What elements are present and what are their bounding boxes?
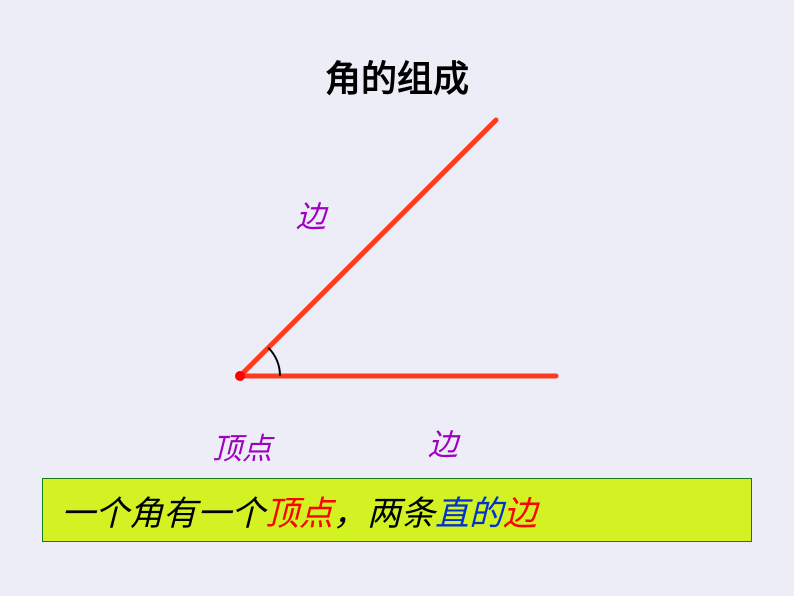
angle-shape [235, 120, 556, 381]
label-side-upper: 边 [296, 192, 326, 236]
label-vertex: 顶点 [212, 424, 272, 468]
vertex-point [235, 371, 245, 381]
definition-part-1: 顶点 [265, 486, 333, 535]
definition-part-4: 边 [503, 486, 537, 535]
definition-part-2: ，两条 [333, 486, 435, 535]
definition-box: 一个角有一个 顶点 ，两条 直的 边 [42, 478, 752, 542]
label-side-lower: 边 [428, 420, 458, 464]
angle-arc [268, 348, 280, 376]
angle-side-diagonal [240, 120, 496, 376]
definition-part-0: 一个角有一个 [61, 486, 265, 535]
definition-part-3: 直的 [435, 486, 503, 535]
